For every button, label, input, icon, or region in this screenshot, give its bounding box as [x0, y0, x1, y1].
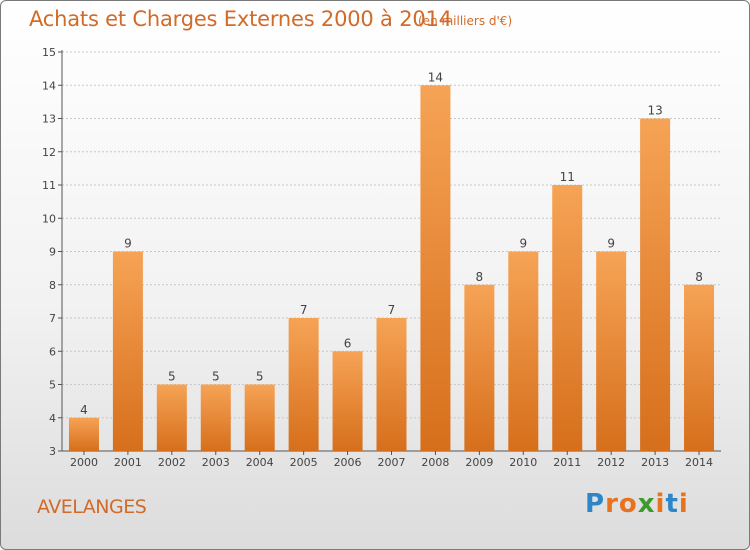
x-tick-labels: 2000 2001 2002 2003 2004 2005 2006 2007 2008 2009…	[70, 456, 713, 469]
x-tick-label: 2013	[641, 456, 669, 469]
logo-letter: i	[678, 489, 689, 519]
chart-subtitle: (en milliers d'€)	[418, 14, 513, 28]
bars	[68, 85, 715, 451]
data-label: 14	[428, 70, 443, 84]
data-label: 8	[695, 270, 703, 284]
data-label: 5	[212, 370, 220, 384]
x-tick-label: 2005	[290, 456, 318, 469]
x-tick-label: 2010	[509, 456, 537, 469]
x-tick-label: 2004	[246, 456, 274, 469]
data-label: 9	[607, 237, 615, 251]
y-tick-label: 6	[49, 345, 56, 358]
logo-letter: t	[665, 489, 679, 519]
logo-letter: r	[605, 489, 619, 519]
y-tick-labels: 3 4 5 6 7 8 9 10 11 12 13 14 15	[42, 46, 56, 458]
x-tick-label: 2011	[553, 456, 581, 469]
data-label: 9	[124, 237, 132, 251]
x-tick-label: 2001	[114, 456, 142, 469]
data-labels: 4 9 5 5 5 7 6 7 14 8 9 11 9 13 8	[80, 70, 703, 417]
bar	[552, 185, 583, 451]
bar	[596, 251, 627, 451]
data-label: 5	[256, 370, 264, 384]
proxiti-logo: Proxiti	[585, 489, 689, 519]
logo-letter: P	[585, 489, 606, 519]
y-tick-label: 10	[42, 212, 56, 225]
y-tick-label: 9	[49, 246, 56, 259]
y-tick-label: 13	[42, 113, 56, 126]
data-label: 7	[388, 303, 396, 317]
y-tick-label: 15	[42, 46, 56, 59]
x-tick-label: 2012	[597, 456, 625, 469]
y-tick-label: 8	[49, 279, 56, 292]
bar	[640, 118, 671, 451]
chart-title: Achats et Charges Externes 2000 à 2014	[29, 7, 452, 31]
x-tick-label: 2007	[378, 456, 406, 469]
logo-letter: i	[655, 489, 666, 519]
y-tick-label: 7	[49, 312, 56, 325]
commune-name: AVELANGES	[37, 496, 147, 518]
bar	[200, 384, 231, 451]
data-label: 11	[560, 170, 575, 184]
data-label: 9	[519, 237, 527, 251]
bar	[508, 251, 539, 451]
bar	[288, 318, 319, 451]
bar	[464, 284, 495, 451]
data-label: 13	[647, 104, 662, 118]
bar	[420, 85, 451, 451]
y-tick-label: 11	[42, 179, 56, 192]
y-tick-label: 14	[42, 79, 56, 92]
x-tick-label: 2003	[202, 456, 230, 469]
data-label: 7	[300, 303, 308, 317]
data-label: 8	[476, 270, 484, 284]
bar	[156, 384, 187, 451]
bar	[684, 284, 715, 451]
x-tick-label: 2000	[70, 456, 98, 469]
bar	[376, 318, 407, 451]
data-label: 5	[168, 370, 176, 384]
bar	[332, 351, 363, 451]
y-tick-label: 12	[42, 146, 56, 159]
x-tick-label: 2009	[465, 456, 493, 469]
data-label: 4	[80, 403, 88, 417]
y-tick-label: 3	[49, 445, 56, 458]
x-tick-label: 2008	[421, 456, 449, 469]
logo-letter: o	[618, 489, 638, 519]
bar	[112, 251, 143, 451]
logo-letter: x	[637, 489, 656, 519]
x-tick-label: 2006	[334, 456, 362, 469]
y-tick-label: 4	[49, 412, 56, 425]
bar	[244, 384, 275, 451]
y-tick-label: 5	[49, 379, 56, 392]
x-tick-label: 2002	[158, 456, 186, 469]
bar	[68, 417, 99, 451]
data-label: 6	[344, 336, 352, 350]
x-tick-label: 2014	[685, 456, 713, 469]
